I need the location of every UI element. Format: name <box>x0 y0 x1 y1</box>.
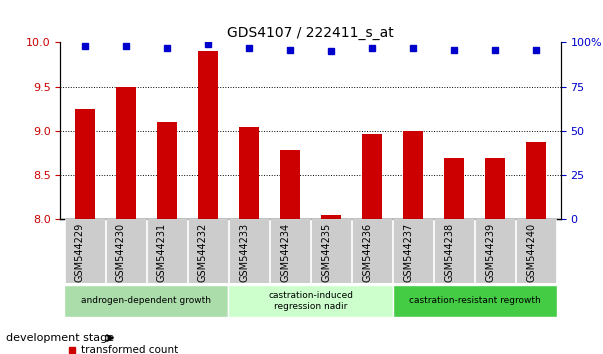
Title: GDS4107 / 222411_s_at: GDS4107 / 222411_s_at <box>227 26 394 40</box>
FancyBboxPatch shape <box>229 219 269 283</box>
FancyBboxPatch shape <box>434 219 474 283</box>
FancyBboxPatch shape <box>270 219 310 283</box>
Bar <box>485 158 505 219</box>
Text: GSM544232: GSM544232 <box>198 223 208 282</box>
Bar <box>362 133 382 219</box>
FancyBboxPatch shape <box>106 219 146 283</box>
FancyBboxPatch shape <box>65 219 104 283</box>
Text: development stage: development stage <box>6 333 114 343</box>
Text: GSM544237: GSM544237 <box>403 223 413 282</box>
Text: GSM544231: GSM544231 <box>157 223 167 282</box>
FancyBboxPatch shape <box>517 219 556 283</box>
Bar <box>321 215 341 219</box>
Bar <box>239 126 259 219</box>
FancyBboxPatch shape <box>352 219 392 283</box>
Bar <box>198 51 218 219</box>
FancyBboxPatch shape <box>393 285 557 317</box>
FancyBboxPatch shape <box>147 219 187 283</box>
FancyBboxPatch shape <box>188 219 228 283</box>
Bar <box>280 150 300 219</box>
FancyBboxPatch shape <box>65 285 229 317</box>
Bar <box>403 131 423 219</box>
Bar <box>526 143 546 219</box>
Text: castration-resistant regrowth: castration-resistant regrowth <box>409 296 540 306</box>
FancyBboxPatch shape <box>393 219 433 283</box>
Text: transformed count: transformed count <box>81 345 178 354</box>
FancyBboxPatch shape <box>311 219 351 283</box>
Bar <box>75 109 95 219</box>
Text: GSM544229: GSM544229 <box>75 223 85 282</box>
Bar <box>157 122 177 219</box>
Text: GSM544238: GSM544238 <box>444 223 454 282</box>
Text: GSM544230: GSM544230 <box>116 223 126 282</box>
Text: GSM544240: GSM544240 <box>526 223 536 282</box>
Text: GSM544235: GSM544235 <box>321 223 331 282</box>
Text: GSM544239: GSM544239 <box>485 223 495 282</box>
Text: GSM544233: GSM544233 <box>239 223 249 282</box>
Bar <box>444 158 464 219</box>
Text: androgen-dependent growth: androgen-dependent growth <box>81 296 212 306</box>
Text: GSM544236: GSM544236 <box>362 223 372 282</box>
Text: castration-induced
regression nadir: castration-induced regression nadir <box>268 291 353 310</box>
FancyBboxPatch shape <box>475 219 515 283</box>
Text: GSM544234: GSM544234 <box>280 223 290 282</box>
Bar <box>116 87 136 219</box>
FancyBboxPatch shape <box>229 285 393 317</box>
